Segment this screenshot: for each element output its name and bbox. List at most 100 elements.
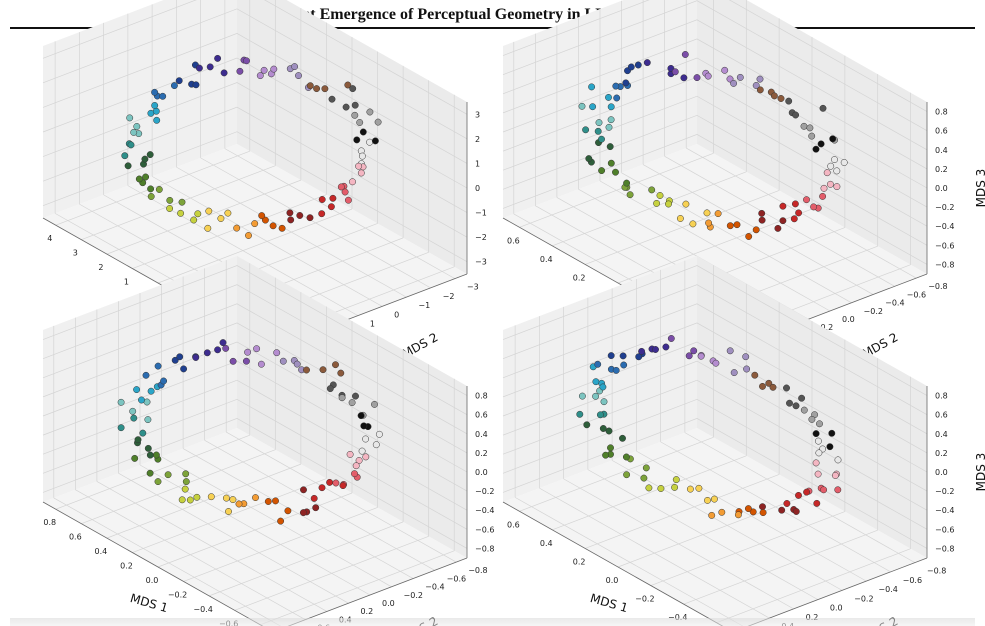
scatter-point xyxy=(792,402,800,410)
x-tick-label: 0.8 xyxy=(43,518,56,527)
scatter-point xyxy=(619,352,627,360)
z-tick-label: −0.6 xyxy=(475,525,494,534)
title-rule xyxy=(10,27,975,29)
scatter-point xyxy=(224,209,232,217)
z-tick-label: −0.8 xyxy=(935,260,954,269)
scatter-point xyxy=(366,138,374,146)
y-tick-label: −0.8 xyxy=(928,282,947,291)
z-tick-label: 0.2 xyxy=(935,449,948,458)
z-tick-label: 2 xyxy=(475,135,480,144)
scatter-point xyxy=(652,346,659,353)
scatter-point xyxy=(300,486,307,494)
x-tick-label: 2 xyxy=(98,263,103,272)
scatter-point xyxy=(812,430,820,438)
wall-gridline-z xyxy=(42,8,468,140)
scatter-point xyxy=(303,366,310,374)
y-tick-label: 0.0 xyxy=(830,604,843,613)
scatter-point xyxy=(146,451,154,459)
scatter-point xyxy=(623,471,631,479)
scatter-point xyxy=(192,81,200,89)
scatter-point xyxy=(319,366,327,374)
scatter-point xyxy=(823,169,831,177)
scatter-point xyxy=(256,72,264,80)
scatter-point xyxy=(229,357,237,365)
scatter-point xyxy=(353,136,361,144)
scatter-point xyxy=(284,507,292,515)
wall-gridline-z xyxy=(502,341,928,473)
scatter-point xyxy=(777,95,785,102)
scatter-point xyxy=(626,191,634,199)
wall-gridline-z xyxy=(502,398,928,530)
scatter-point xyxy=(186,496,194,504)
floor-gridline-y xyxy=(204,440,435,571)
scatter-point xyxy=(833,183,841,191)
scatter-point xyxy=(327,203,335,211)
x-tick-label: 0.4 xyxy=(95,547,108,556)
scatter-point xyxy=(190,216,198,224)
scatter-point xyxy=(594,360,602,368)
scatter-point xyxy=(287,216,295,224)
scatter-point xyxy=(371,137,379,145)
scatter-point xyxy=(697,352,705,360)
wall-gridline-z xyxy=(42,106,468,238)
y-tick-label: 0.2 xyxy=(360,607,373,616)
scatter-point xyxy=(151,102,159,109)
x-tick-label: 1 xyxy=(124,278,129,287)
scatter-point xyxy=(261,216,269,224)
scatter-point xyxy=(258,212,266,220)
scatter-point xyxy=(592,378,600,386)
floor-gridline-y xyxy=(514,497,744,626)
wall-gridline-z xyxy=(502,19,928,151)
wall-gridline-z xyxy=(502,57,928,189)
scatter-point xyxy=(662,343,670,351)
wall-gridline-z xyxy=(42,284,468,415)
scatter-point xyxy=(815,449,823,457)
scatter-point xyxy=(642,464,650,472)
scatter-point xyxy=(623,179,631,187)
scatter-point xyxy=(718,508,726,516)
z-tick-label: 0.0 xyxy=(475,468,488,477)
y-tick-label: 0.0 xyxy=(842,315,855,324)
scatter-point xyxy=(257,360,265,368)
z-tick-label: −0.2 xyxy=(935,487,954,496)
scatter-point xyxy=(685,352,693,360)
scatter-point xyxy=(795,491,802,499)
x-tick-label: 0.2 xyxy=(120,562,133,571)
z-tick-label: −3 xyxy=(475,258,487,267)
scatter-point xyxy=(820,486,828,494)
floor-gridline-x xyxy=(519,436,714,512)
scatter-point xyxy=(620,361,628,369)
scatter-point xyxy=(204,224,212,232)
z-tick-label: −0.6 xyxy=(935,525,954,534)
floor-gridline-y xyxy=(176,166,407,298)
scatter-point xyxy=(229,496,237,504)
scatter-point xyxy=(817,140,825,148)
scatter-point xyxy=(607,103,615,111)
x-tick-label: 0.2 xyxy=(573,557,586,566)
scatter-point xyxy=(260,66,268,74)
scatter-point xyxy=(759,382,766,390)
scatter-point xyxy=(295,72,302,80)
scatter-point xyxy=(332,361,339,369)
scatter-point xyxy=(375,430,383,438)
x-tick-label: −0.2 xyxy=(168,590,187,599)
scatter-point xyxy=(619,434,626,442)
wall-gridline-z xyxy=(502,0,928,131)
scatter-point xyxy=(366,108,374,116)
wall-gridline-z xyxy=(502,284,928,415)
scatter-point xyxy=(783,384,790,392)
scatter-point xyxy=(337,369,345,377)
scatter-point xyxy=(795,209,803,217)
scatter-point xyxy=(599,425,607,432)
scatter-point xyxy=(338,394,346,402)
scatter-point xyxy=(592,392,600,400)
scatter-point xyxy=(159,92,167,100)
scatter-point xyxy=(243,57,250,65)
scatter-point xyxy=(681,51,689,58)
wall-gridline-z xyxy=(42,131,468,263)
scatter-point xyxy=(219,339,227,347)
floor-gridline-x xyxy=(683,529,878,605)
scatter-point xyxy=(689,220,697,228)
z-axis-label: MDS 3 xyxy=(974,453,985,492)
scatter-point xyxy=(605,427,613,435)
